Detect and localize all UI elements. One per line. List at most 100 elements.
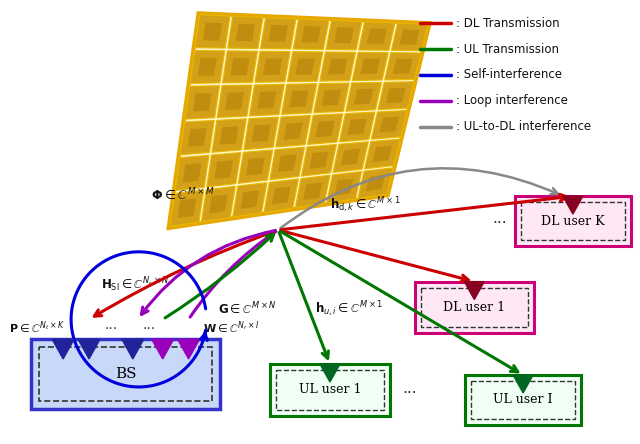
Polygon shape	[563, 196, 583, 214]
Polygon shape	[278, 155, 296, 172]
Text: $\mathbf{P} \in \mathbb{C}^{N_t \times K}$: $\mathbf{P} \in \mathbb{C}^{N_t \times K…	[10, 319, 65, 336]
Polygon shape	[230, 58, 250, 75]
Polygon shape	[190, 51, 225, 83]
Polygon shape	[78, 339, 100, 359]
Polygon shape	[233, 182, 267, 217]
Polygon shape	[371, 111, 407, 139]
Polygon shape	[178, 339, 200, 359]
Polygon shape	[367, 28, 387, 44]
Polygon shape	[225, 92, 244, 110]
Polygon shape	[152, 339, 173, 359]
Polygon shape	[513, 375, 533, 393]
Polygon shape	[400, 30, 420, 44]
Polygon shape	[320, 52, 356, 81]
Text: UL user 1: UL user 1	[299, 384, 361, 396]
Polygon shape	[272, 186, 291, 205]
Polygon shape	[195, 15, 230, 48]
Polygon shape	[293, 19, 329, 49]
Text: : DL Transmission: : DL Transmission	[456, 17, 560, 30]
Polygon shape	[333, 142, 368, 172]
Text: ...: ...	[403, 381, 417, 396]
Polygon shape	[228, 16, 263, 48]
Text: $\mathbf{\Phi} \in \mathbb{C}^{M \times M}$: $\mathbf{\Phi} \in \mathbb{C}^{M \times …	[151, 187, 214, 203]
Polygon shape	[175, 155, 209, 190]
Text: ...: ...	[142, 318, 156, 333]
Polygon shape	[52, 339, 74, 359]
Polygon shape	[252, 124, 271, 142]
Polygon shape	[308, 114, 343, 144]
Text: $\mathbf{h}_{u,i} \in \mathbb{C}^{M \times 1}$: $\mathbf{h}_{u,i} \in \mathbb{C}^{M \tim…	[315, 299, 383, 319]
Polygon shape	[263, 58, 282, 75]
Polygon shape	[341, 149, 360, 165]
Polygon shape	[183, 163, 201, 182]
Polygon shape	[392, 23, 428, 51]
Polygon shape	[360, 59, 380, 74]
Text: $\mathbf{G} \in \mathbb{C}^{M \times N}$: $\mathbf{G} \in \mathbb{C}^{M \times N}$	[218, 301, 277, 318]
Polygon shape	[372, 146, 392, 162]
Polygon shape	[282, 84, 317, 115]
Polygon shape	[264, 179, 298, 212]
Polygon shape	[185, 86, 220, 119]
Polygon shape	[169, 13, 429, 228]
Text: $\mathbf{W} \in \mathbb{C}^{N_r \times I}$: $\mathbf{W} \in \mathbb{C}^{N_r \times I…	[202, 319, 259, 336]
Text: : UL Transmission: : UL Transmission	[456, 43, 559, 56]
Polygon shape	[326, 20, 362, 50]
Polygon shape	[269, 25, 288, 42]
Polygon shape	[209, 194, 228, 214]
Polygon shape	[365, 139, 400, 169]
Polygon shape	[241, 190, 259, 209]
Polygon shape	[198, 58, 217, 76]
FancyBboxPatch shape	[465, 375, 581, 425]
Polygon shape	[238, 150, 273, 183]
Polygon shape	[346, 83, 381, 111]
Polygon shape	[236, 24, 255, 41]
Polygon shape	[170, 190, 204, 226]
Polygon shape	[301, 144, 337, 176]
Polygon shape	[339, 112, 375, 142]
Polygon shape	[352, 52, 388, 80]
Polygon shape	[465, 281, 484, 300]
FancyBboxPatch shape	[515, 196, 630, 246]
Polygon shape	[386, 88, 406, 103]
Polygon shape	[393, 59, 413, 74]
Polygon shape	[322, 90, 341, 106]
FancyBboxPatch shape	[270, 364, 390, 416]
FancyBboxPatch shape	[415, 281, 534, 333]
Text: $\mathbf{H}_{\mathrm{SI}} \in \mathbb{C}^{N_r \times N_t}$: $\mathbf{H}_{\mathrm{SI}} \in \mathbb{C}…	[101, 275, 172, 294]
Polygon shape	[378, 82, 414, 110]
Polygon shape	[289, 91, 308, 107]
Polygon shape	[314, 83, 349, 113]
Polygon shape	[358, 22, 395, 50]
Polygon shape	[255, 51, 290, 82]
Polygon shape	[335, 178, 353, 196]
Polygon shape	[217, 85, 252, 118]
FancyBboxPatch shape	[31, 339, 220, 409]
Polygon shape	[380, 117, 399, 132]
Polygon shape	[122, 339, 144, 359]
Polygon shape	[260, 18, 296, 49]
Polygon shape	[295, 175, 330, 208]
Text: BS: BS	[115, 367, 136, 381]
Polygon shape	[385, 53, 421, 80]
Text: : Loop interference: : Loop interference	[456, 94, 568, 107]
Polygon shape	[287, 52, 323, 82]
Polygon shape	[188, 128, 207, 147]
Text: : Self-interference: : Self-interference	[456, 68, 563, 81]
Polygon shape	[358, 168, 393, 198]
Text: UL user I: UL user I	[493, 393, 553, 406]
Text: DL user 1: DL user 1	[444, 301, 506, 314]
Polygon shape	[303, 182, 322, 200]
Polygon shape	[366, 174, 385, 191]
Polygon shape	[180, 120, 214, 155]
Polygon shape	[193, 93, 212, 111]
Polygon shape	[214, 160, 233, 179]
Polygon shape	[309, 151, 328, 169]
Polygon shape	[326, 171, 362, 203]
Polygon shape	[203, 23, 222, 41]
Polygon shape	[220, 126, 239, 144]
Text: $\mathbf{h}_{\mathrm{d},k} \in \mathbb{C}^{M \times 1}$: $\mathbf{h}_{\mathrm{d},k} \in \mathbb{C…	[330, 195, 401, 215]
Text: : UL-to-DL interference: : UL-to-DL interference	[456, 120, 591, 133]
Text: ...: ...	[104, 318, 118, 333]
Polygon shape	[212, 119, 246, 152]
Polygon shape	[207, 153, 241, 187]
